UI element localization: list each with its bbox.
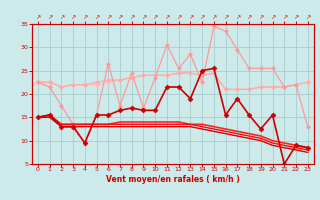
X-axis label: Vent moyen/en rafales ( km/h ): Vent moyen/en rafales ( km/h ) [106, 175, 240, 184]
